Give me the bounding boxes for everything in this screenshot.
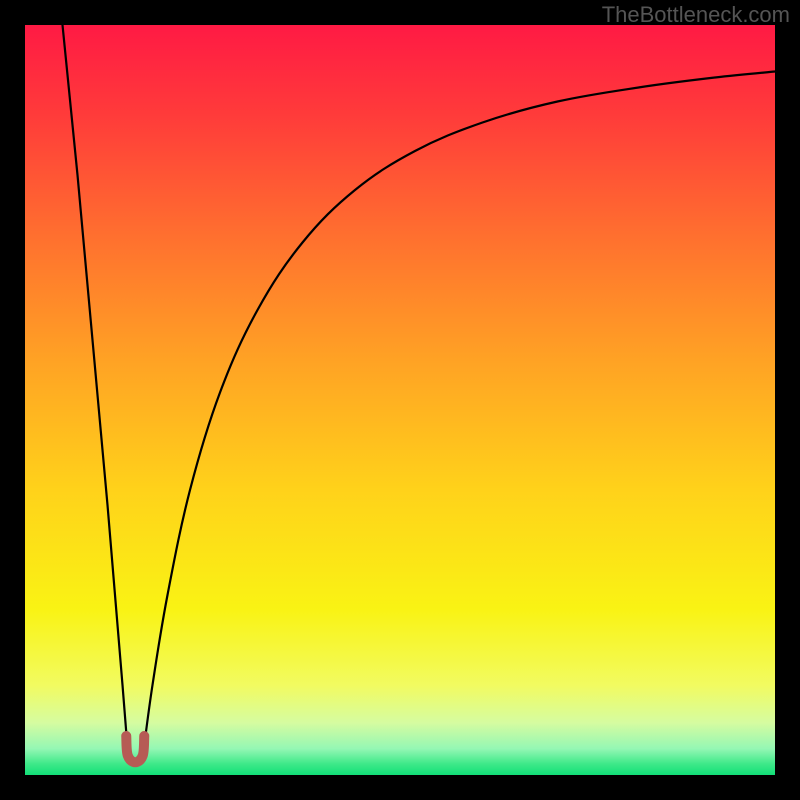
plot-background-gradient bbox=[25, 25, 775, 775]
figure-container: TheBottleneck.com bbox=[0, 0, 800, 800]
watermark-text: TheBottleneck.com bbox=[602, 2, 790, 28]
chart-svg bbox=[0, 0, 800, 800]
